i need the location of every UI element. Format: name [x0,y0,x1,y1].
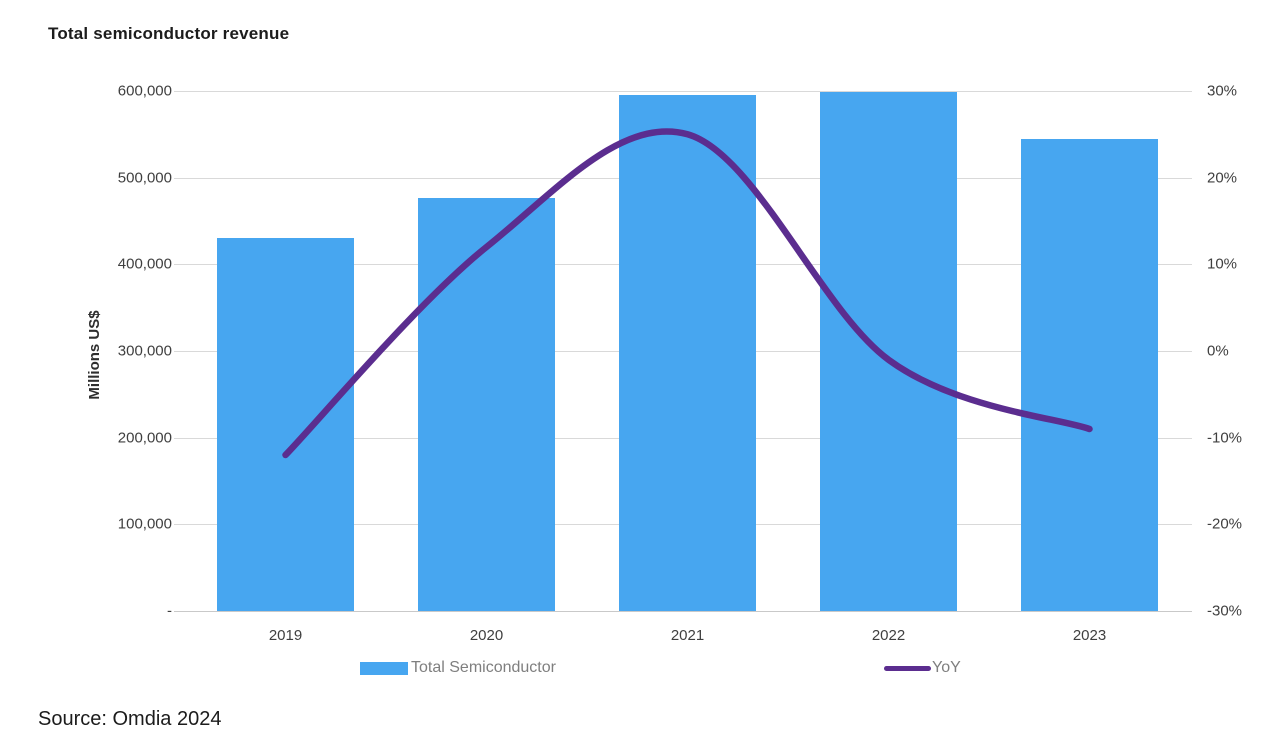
chart-title: Total semiconductor revenue [48,24,290,43]
legend-bar-label: Total Semiconductor [411,659,556,676]
right-axis-tick: -10% [1207,429,1243,447]
gridline [174,611,1192,612]
left-axis-title: Millions US$ [86,310,104,400]
legend-item-yoy: YoY [884,658,961,678]
right-axis-tick: 10% [1207,255,1238,273]
bar-2021 [619,95,756,611]
x-axis-tick-2021: 2021 [670,627,705,644]
left-axis-tick: 400,000 [117,255,172,273]
left-axis-tick: - [167,602,172,620]
left-axis-tick: 600,000 [117,82,172,100]
x-axis-tick-2020: 2020 [469,627,504,644]
right-axis-tick: -20% [1207,515,1243,533]
yoy-line-series [282,128,1093,459]
right-axis-tick: 20% [1207,169,1238,187]
source-text: Source: Omdia 2024 [38,708,222,730]
legend-item-total-semiconductor: Total Semiconductor [360,658,556,678]
bar-2020 [418,197,555,611]
x-axis-tick-2023: 2023 [1072,627,1107,644]
x-axis-tick-2019: 2019 [268,627,303,644]
right-axis-tick: 30% [1207,82,1238,100]
yoy-line-path [282,128,1093,459]
legend-line-label: YoY [932,659,961,676]
right-axis-tick: 0% [1207,342,1229,360]
left-axis-tick: 100,000 [117,515,172,533]
bar-2022 [820,91,957,611]
left-axis-tick: 300,000 [117,342,172,360]
bar-2019 [217,238,354,611]
right-axis-tick: -30% [1207,602,1243,620]
left-axis-tick: 500,000 [117,169,172,187]
legend-line-swatch [884,665,931,671]
bar-2023 [1021,138,1158,611]
plot-area [174,91,1192,612]
left-axis-tick: 200,000 [117,429,172,447]
legend-bar-swatch [360,661,408,675]
gridline [174,91,1192,92]
x-axis-tick-2022: 2022 [871,627,906,644]
